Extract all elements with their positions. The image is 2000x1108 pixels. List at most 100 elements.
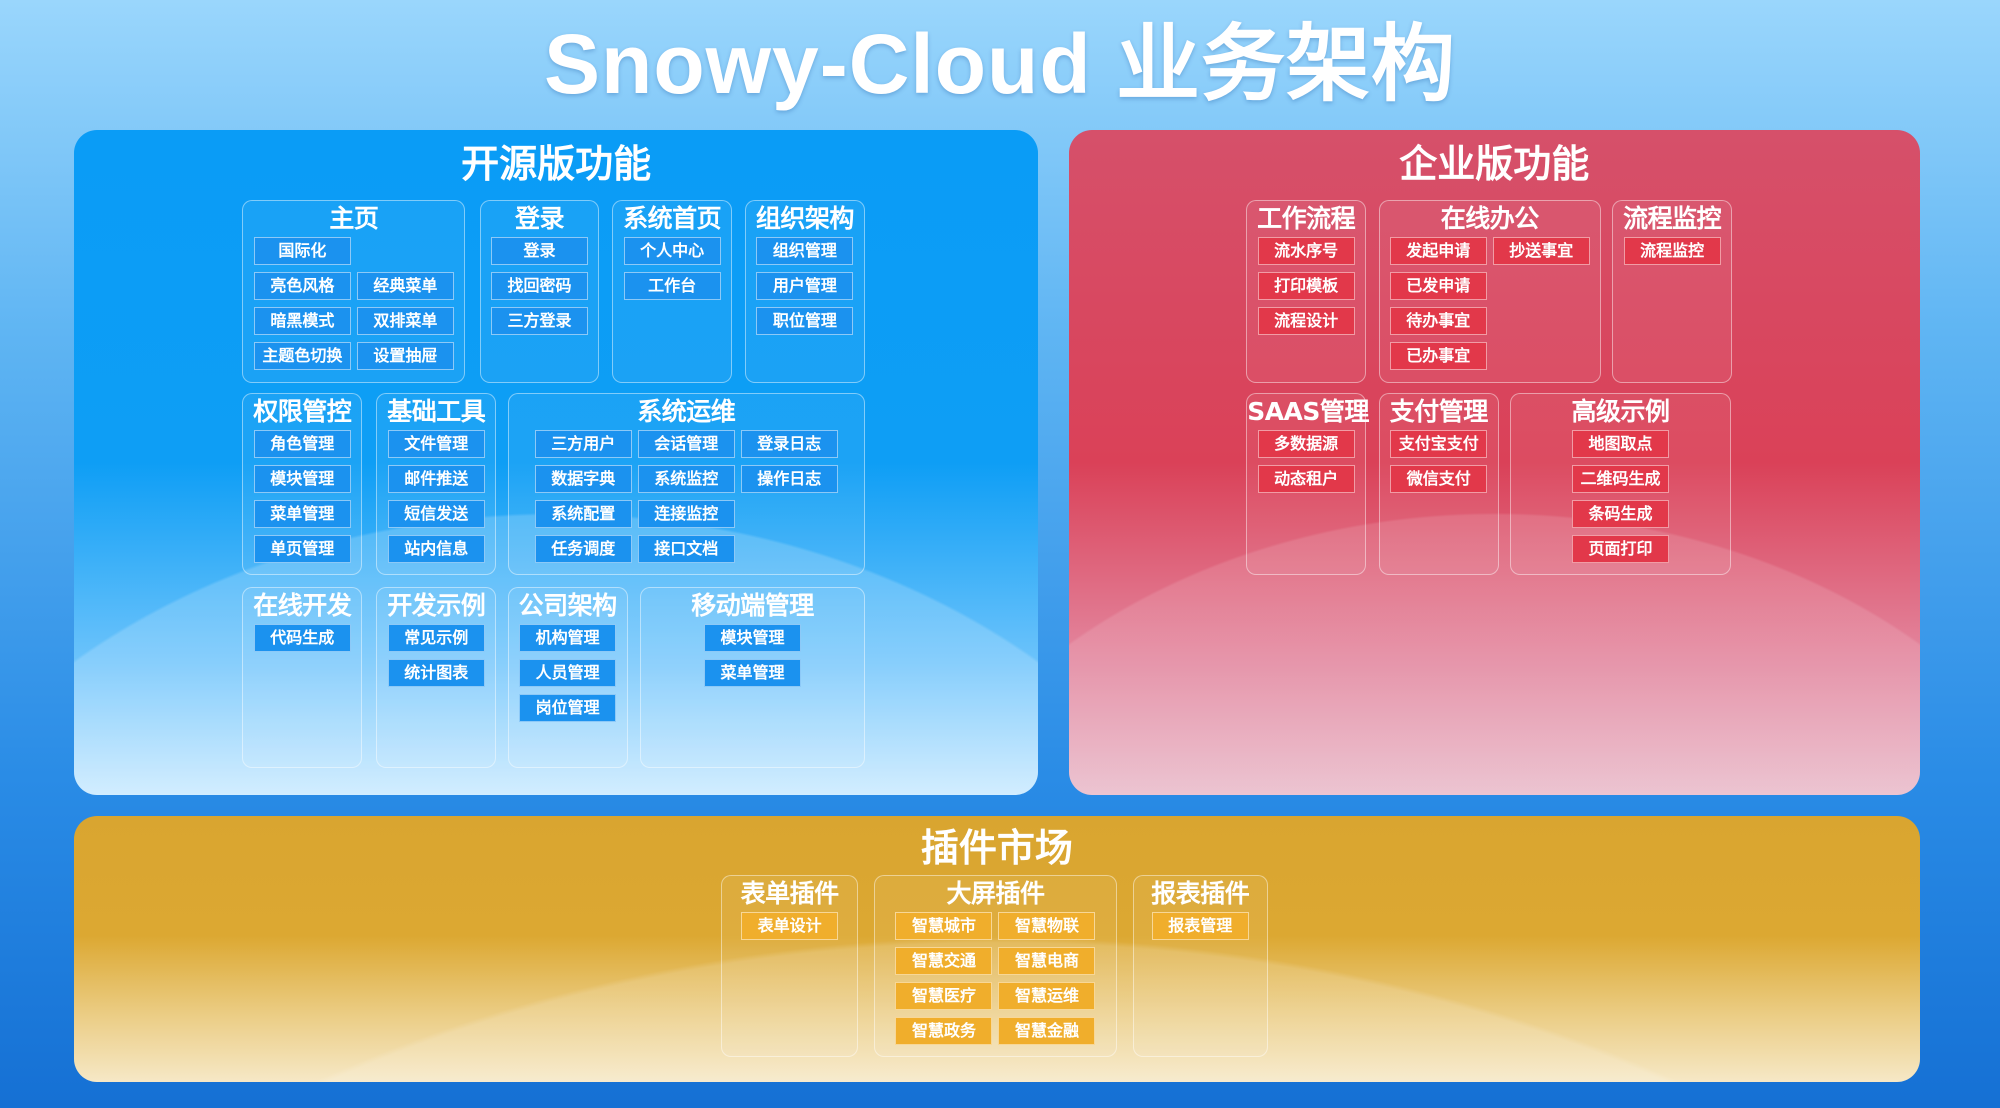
item-row: 智慧医疗 智慧运维 xyxy=(895,982,1096,1010)
feature-item[interactable]: 人员管理 xyxy=(519,658,617,687)
feature-item[interactable]: 智慧政务 xyxy=(895,1017,993,1045)
feature-item[interactable]: 页面打印 xyxy=(1572,534,1670,563)
feature-item[interactable]: 代码生成 xyxy=(253,623,351,652)
feature-item[interactable]: 动态租户 xyxy=(1257,464,1355,493)
item-row: 登录 xyxy=(491,237,589,266)
feature-item[interactable]: 会话管理 xyxy=(637,429,735,458)
item-row: 条码生成 xyxy=(1572,499,1670,528)
feature-item[interactable]: 岗位管理 xyxy=(519,693,617,722)
feature-item[interactable]: 找回密码 xyxy=(491,272,589,301)
feature-item[interactable]: 系统监控 xyxy=(637,464,735,493)
feature-item[interactable]: 表单设计 xyxy=(741,912,839,940)
feature-item[interactable]: 报表管理 xyxy=(1151,912,1249,940)
feature-item[interactable]: 用户管理 xyxy=(756,272,854,301)
feature-item[interactable]: 流程监控 xyxy=(1623,237,1721,266)
feature-item[interactable]: 经典菜单 xyxy=(356,272,454,301)
feature-item[interactable]: 系统配置 xyxy=(534,499,632,528)
feature-item[interactable]: 智慧医疗 xyxy=(895,982,993,1010)
item-row: 流程监控 xyxy=(1623,237,1721,266)
feature-item[interactable]: 机构管理 xyxy=(519,623,617,652)
feature-item[interactable]: 双排菜单 xyxy=(356,307,454,336)
feature-item[interactable]: 已办事宜 xyxy=(1389,342,1487,371)
module-items: 表单设计 xyxy=(722,912,858,940)
module-group: 登录 登录 找回密码 三方登录 xyxy=(479,200,600,383)
item-row: 地图取点 xyxy=(1572,429,1670,458)
feature-item[interactable]: 三方登录 xyxy=(491,307,589,336)
module-title: SAAS管理 xyxy=(1247,396,1369,426)
module-group: 基础工具文件管理邮件推送短信发送站内信息 xyxy=(376,392,497,576)
feature-item[interactable]: 智慧电商 xyxy=(998,947,1096,975)
module-group: 移动端管理模块管理菜单管理 xyxy=(640,586,865,768)
feature-item[interactable]: 短信发送 xyxy=(387,499,485,528)
feature-item[interactable]: 微信支付 xyxy=(1390,464,1488,493)
module-title: 报表插件 xyxy=(1151,879,1250,908)
feature-item[interactable]: 打印模板 xyxy=(1257,272,1355,301)
feature-item[interactable]: 支付宝支付 xyxy=(1390,429,1488,458)
item-row: 菜单管理 xyxy=(253,499,351,528)
module-title: 公司架构 xyxy=(518,590,618,620)
module-items: 个人中心 工作台 xyxy=(613,237,731,301)
feature-item[interactable]: 文件管理 xyxy=(387,429,485,458)
page-title: Snowy-Cloud 业务架构 xyxy=(544,17,1456,111)
feature-item[interactable]: 菜单管理 xyxy=(704,658,802,687)
feature-item[interactable]: 邮件推送 xyxy=(387,464,485,493)
item-row: 短信发送 xyxy=(387,499,485,528)
feature-item[interactable]: 模块管理 xyxy=(704,623,802,652)
item-row: 智慧交通 智慧电商 xyxy=(895,947,1096,975)
item-row: 表单设计 xyxy=(741,912,839,940)
feature-item[interactable]: 智慧物联 xyxy=(998,912,1096,940)
feature-item[interactable]: 数据字典 xyxy=(534,464,632,493)
feature-item[interactable]: 职位管理 xyxy=(756,307,854,336)
feature-item[interactable]: 连接监控 xyxy=(637,499,735,528)
feature-item[interactable]: 智慧交通 xyxy=(895,947,993,975)
module-title: 移动端管理 xyxy=(691,590,814,620)
feature-item[interactable]: 流程设计 xyxy=(1257,307,1355,336)
feature-item[interactable]: 待办事宜 xyxy=(1389,307,1487,336)
feature-item[interactable]: 个人中心 xyxy=(623,237,721,266)
feature-item[interactable]: 智慧城市 xyxy=(895,912,993,940)
module-group: 支付管理 支付宝支付 微信支付 xyxy=(1378,392,1499,576)
module-title: 工作流程 xyxy=(1257,204,1356,234)
module-items: 模块管理 菜单管理 xyxy=(641,623,864,687)
feature-item[interactable]: 站内信息 xyxy=(387,534,485,563)
feature-item[interactable]: 智慧金融 xyxy=(998,1017,1096,1045)
feature-item[interactable]: 发起申请 xyxy=(1389,237,1487,266)
feature-item[interactable]: 常见示例 xyxy=(387,623,485,652)
feature-item[interactable]: 任务调度 xyxy=(534,534,632,563)
feature-item[interactable]: 条码生成 xyxy=(1572,499,1670,528)
feature-item[interactable]: 智慧运维 xyxy=(998,982,1096,1010)
feature-item[interactable]: 接口文档 xyxy=(637,534,735,563)
module-title: 基础工具 xyxy=(387,396,486,426)
feature-item[interactable]: 组织管理 xyxy=(756,237,854,266)
module-title: 大屏插件 xyxy=(946,879,1045,908)
feature-item[interactable]: 多数据源 xyxy=(1257,429,1355,458)
feature-item[interactable]: 已发申请 xyxy=(1389,272,1487,301)
feature-item[interactable]: 工作台 xyxy=(623,272,721,301)
item-row: 菜单管理 xyxy=(704,658,802,687)
item-row: 动态租户 xyxy=(1257,464,1355,493)
feature-item[interactable]: 抄送事宜 xyxy=(1492,237,1590,266)
feature-item[interactable]: 操作日志 xyxy=(740,464,838,493)
feature-item[interactable]: 地图取点 xyxy=(1572,429,1670,458)
item-row: 主题色切换 设置抽屉 xyxy=(253,342,454,371)
feature-item[interactable]: 三方用户 xyxy=(534,429,632,458)
feature-item[interactable]: 统计图表 xyxy=(387,658,485,687)
item-row: 流程设计 xyxy=(1257,307,1355,336)
feature-item[interactable]: 模块管理 xyxy=(253,464,351,493)
feature-item[interactable]: 角色管理 xyxy=(253,429,351,458)
feature-item[interactable]: 主题色切换 xyxy=(253,342,351,371)
feature-item[interactable]: 流水序号 xyxy=(1257,237,1355,266)
item-row: 模块管理 xyxy=(704,623,802,652)
feature-item[interactable]: 设置抽屉 xyxy=(356,342,454,371)
feature-item[interactable]: 二维码生成 xyxy=(1572,464,1670,493)
item-row: 微信支付 xyxy=(1390,464,1488,493)
feature-item[interactable]: 菜单管理 xyxy=(253,499,351,528)
feature-item[interactable]: 登录日志 xyxy=(740,429,838,458)
feature-item[interactable]: 单页管理 xyxy=(253,534,351,563)
item-row: 三方登录 xyxy=(491,307,589,336)
feature-item[interactable]: 国际化 xyxy=(253,237,351,266)
feature-item[interactable]: 亮色风格 xyxy=(253,272,351,301)
feature-item[interactable]: 登录 xyxy=(491,237,589,266)
feature-item[interactable]: 暗黑模式 xyxy=(253,307,351,336)
